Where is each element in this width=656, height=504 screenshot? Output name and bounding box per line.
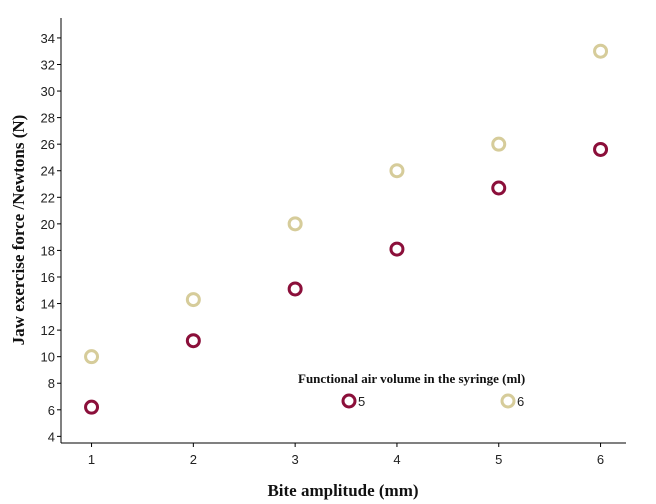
data-points	[84, 43, 609, 415]
y-tick-label: 34	[41, 31, 55, 46]
legend-title: Functional air volume in the syringe (ml…	[298, 371, 525, 386]
data-point-series-6	[491, 136, 507, 152]
data-point-series-6	[287, 216, 303, 232]
y-tick-label: 10	[41, 350, 55, 365]
y-tick-label: 26	[41, 137, 55, 152]
y-tick-label: 30	[41, 84, 55, 99]
y-tick-label: 24	[41, 164, 55, 179]
y-tick-label: 32	[41, 57, 55, 72]
data-point-series-5	[389, 241, 405, 257]
y-tick-label: 16	[41, 270, 55, 285]
data-point-series-5	[593, 141, 609, 157]
axes	[60, 18, 626, 444]
legend-label-6: 6	[517, 394, 524, 409]
data-point-series-5	[185, 333, 201, 349]
y-tick-label: 22	[41, 190, 55, 205]
legend-marker-6	[500, 393, 516, 409]
y-tick-label: 8	[48, 376, 55, 391]
y-ticks: 4 6 8 10 12 14 16 18 20 22 24 26 28 30 32 34	[41, 31, 61, 444]
legend-label-5: 5	[358, 394, 365, 409]
y-tick-label: 12	[41, 323, 55, 338]
data-point-series-6	[185, 292, 201, 308]
x-tick-label: 4	[393, 452, 400, 467]
x-tick-label: 6	[597, 452, 604, 467]
data-point-series-6	[389, 163, 405, 179]
y-tick-label: 18	[41, 243, 55, 258]
y-tick-label: 6	[48, 403, 55, 418]
y-tick-label: 4	[48, 429, 55, 444]
x-tick-label: 3	[292, 452, 299, 467]
data-point-series-6	[84, 349, 100, 365]
data-point-series-5	[84, 399, 100, 415]
data-point-series-5	[491, 180, 507, 196]
x-axis-title: Bite amplitude (mm)	[267, 481, 418, 500]
x-tick-label: 2	[190, 452, 197, 467]
y-axis-title: Jaw exercise force /Newtons (N)	[9, 115, 28, 346]
x-tick-label: 1	[88, 452, 95, 467]
legend: Functional air volume in the syringe (ml…	[298, 371, 525, 409]
y-tick-label: 14	[41, 297, 55, 312]
x-ticks: 1 2 3 4 5 6	[88, 443, 604, 467]
y-tick-label: 28	[41, 111, 55, 126]
y-tick-label: 20	[41, 217, 55, 232]
data-point-series-6	[593, 43, 609, 59]
data-point-series-5	[287, 281, 303, 297]
x-tick-label: 5	[495, 452, 502, 467]
legend-marker-5	[341, 393, 357, 409]
